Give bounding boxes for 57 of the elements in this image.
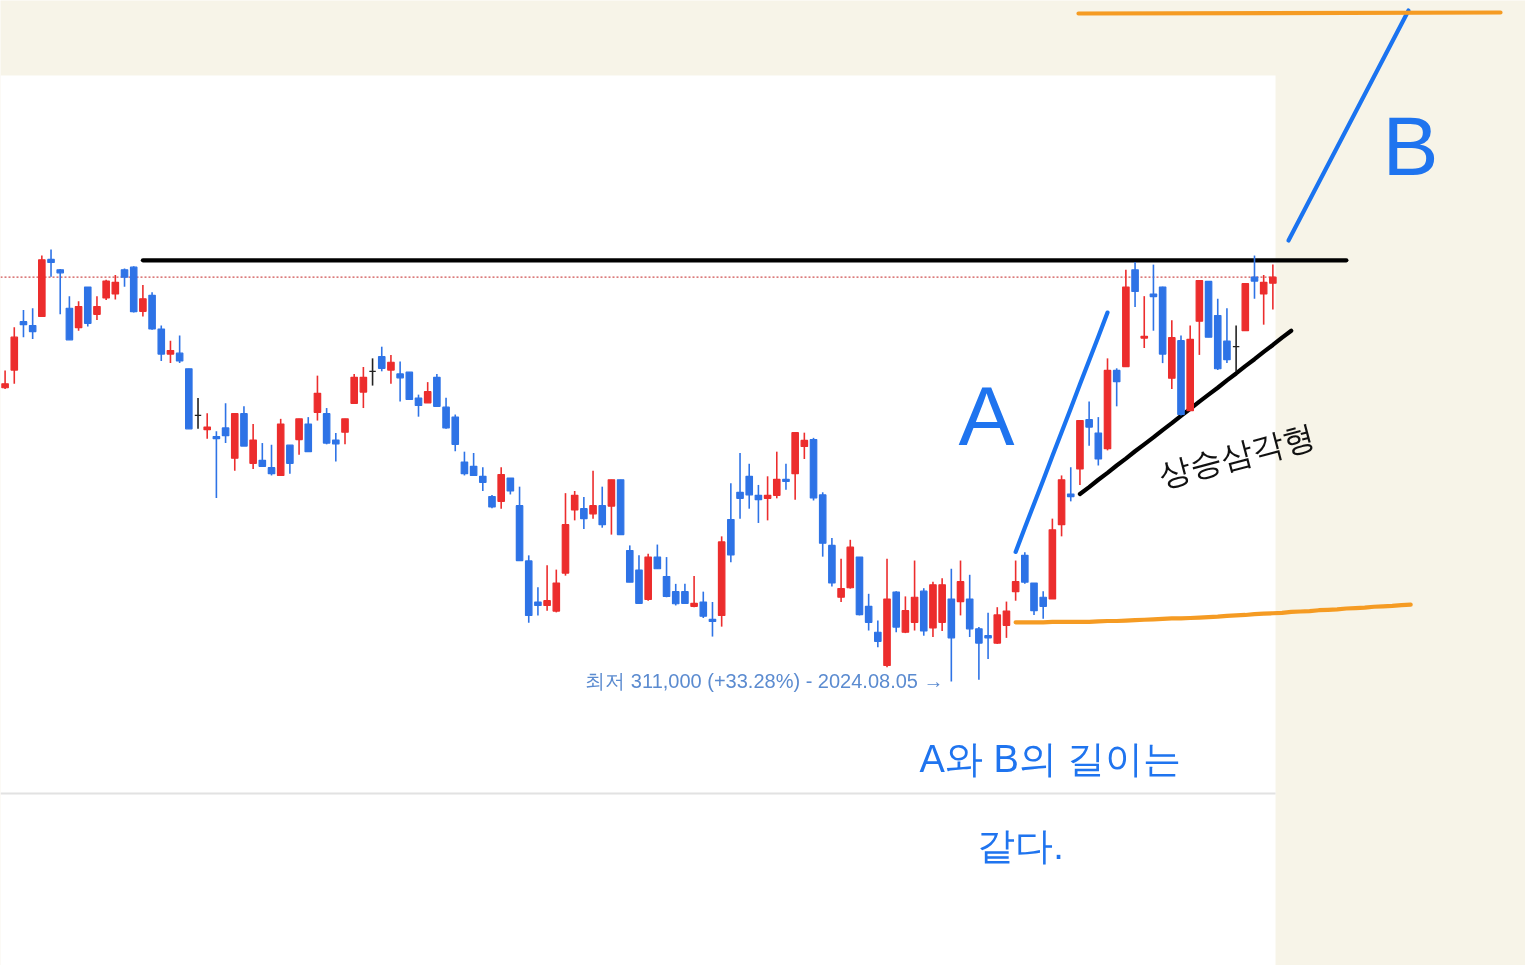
candlestick xyxy=(478,466,487,492)
candlestick xyxy=(267,443,276,477)
candlestick xyxy=(460,450,469,477)
candlestick xyxy=(570,490,579,522)
candlestick xyxy=(19,309,28,338)
candlestick xyxy=(589,469,597,520)
candlestick xyxy=(332,432,340,463)
text: A와 B의 길이는 같다. xyxy=(919,737,1182,867)
candlestick xyxy=(662,556,671,599)
candlestick xyxy=(653,543,662,570)
candlestick xyxy=(377,345,386,373)
candlestick xyxy=(1011,559,1020,602)
candlestick xyxy=(1131,261,1139,308)
candlestick xyxy=(203,412,212,440)
candlestick xyxy=(295,418,303,456)
candlestick xyxy=(469,452,478,477)
candlestick xyxy=(414,393,423,418)
candlestick xyxy=(221,402,230,444)
candlestick xyxy=(690,575,698,608)
candlestick xyxy=(249,423,257,470)
candlestick xyxy=(166,339,175,364)
candlestick xyxy=(1066,466,1075,503)
candlestick xyxy=(874,619,882,649)
candlestick xyxy=(699,590,708,619)
candlestick xyxy=(47,248,55,278)
candlestick xyxy=(56,268,65,316)
text: B xyxy=(1382,98,1439,193)
candlestick xyxy=(175,334,184,364)
candlestick xyxy=(286,444,294,475)
candlestick xyxy=(580,496,588,530)
candlestick xyxy=(423,381,432,404)
candlestick xyxy=(258,442,267,468)
candlestick xyxy=(1085,400,1093,447)
candlestick xyxy=(864,593,873,632)
candlestick xyxy=(837,558,845,603)
candlestick xyxy=(1,369,9,390)
candlestick xyxy=(1112,367,1121,408)
candlestick xyxy=(93,295,101,321)
candlestick xyxy=(387,354,395,385)
candlestick xyxy=(359,366,368,409)
candlestick xyxy=(1140,295,1149,349)
candlestick xyxy=(901,595,910,634)
annotation: 최저 311,000 (+33.28%) - 2024.08.05 → xyxy=(585,669,944,692)
candlestick xyxy=(763,475,772,522)
candlestick xyxy=(598,485,607,529)
candlestick xyxy=(313,374,322,422)
candlestick xyxy=(74,300,83,332)
candlestick xyxy=(1250,254,1259,300)
candlestick xyxy=(28,307,37,340)
candlestick xyxy=(1002,600,1011,639)
candlestick xyxy=(782,462,790,491)
candlestick xyxy=(139,284,147,318)
annotation: A xyxy=(958,368,1015,463)
candlestick xyxy=(956,559,965,617)
candlestick xyxy=(1149,263,1158,332)
candlestick xyxy=(772,450,781,500)
candlestick xyxy=(341,418,349,446)
